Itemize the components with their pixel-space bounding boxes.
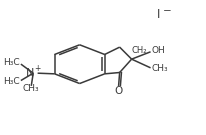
Text: CH₃: CH₃ <box>151 64 167 73</box>
Text: +: + <box>34 64 41 73</box>
Text: CH₃: CH₃ <box>23 84 39 93</box>
Text: CH₂: CH₂ <box>131 46 147 55</box>
Text: I: I <box>156 8 159 21</box>
Text: H₃C: H₃C <box>3 77 20 86</box>
Text: O: O <box>114 86 122 96</box>
Text: N: N <box>26 68 34 78</box>
Text: −: − <box>162 6 171 16</box>
Text: H₃C: H₃C <box>3 58 20 67</box>
Text: OH: OH <box>151 46 165 55</box>
